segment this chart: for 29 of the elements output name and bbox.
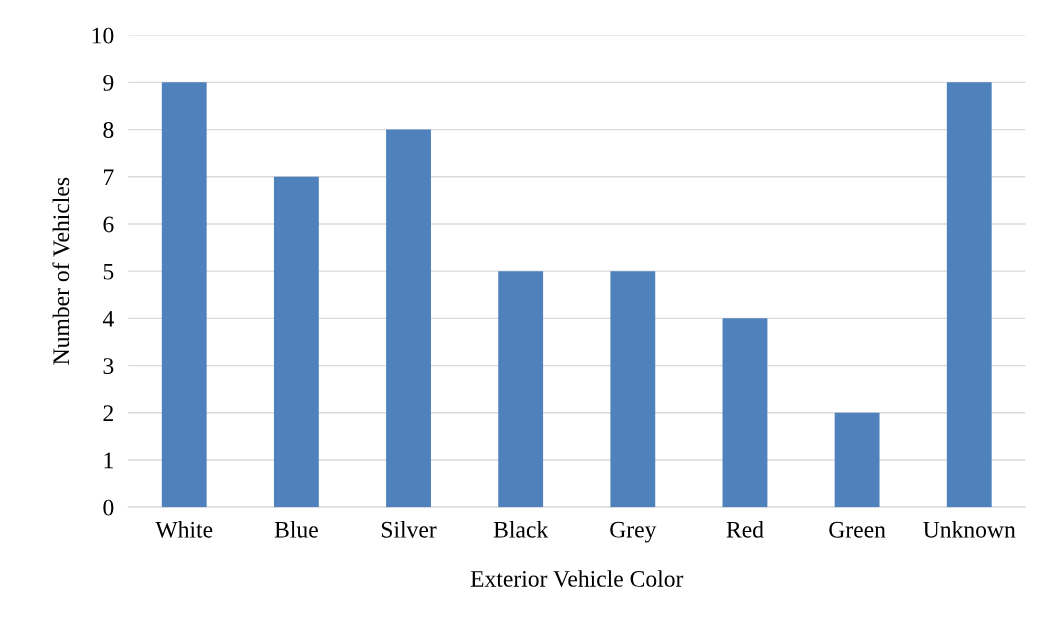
x-tick-label: Unknown: [923, 521, 1016, 538]
bar: [610, 271, 656, 508]
y-axis-title: Number of Vehicles: [52, 177, 70, 365]
y-tick-label: 2: [103, 405, 113, 421]
y-tick-label: 4: [102, 311, 114, 327]
x-tick-label: Grey: [610, 521, 657, 543]
bar: [498, 271, 544, 508]
y-tick-label: 8: [103, 122, 114, 138]
x-tick-label: White: [155, 521, 213, 538]
bar: [273, 176, 319, 508]
y-tick-label: 7: [104, 169, 114, 185]
bar: [722, 318, 768, 508]
x-tick-label: Green: [829, 521, 886, 538]
y-tick-label: 6: [103, 216, 114, 233]
x-tick-label: Silver: [381, 521, 437, 538]
y-tick-label: 0: [103, 499, 114, 516]
bar: [834, 412, 880, 508]
y-tick-label: 3: [103, 358, 114, 374]
y-tick-label: 5: [103, 263, 114, 280]
bar: [386, 129, 431, 508]
x-tick-label: Red: [726, 521, 764, 538]
x-axis-title: Exterior Vehicle Color: [470, 570, 684, 587]
y-tick-label: 9: [103, 74, 114, 91]
x-tick-label: Blue: [274, 521, 318, 538]
bar: [161, 82, 207, 508]
y-tick-label: 10: [92, 27, 114, 44]
bar: [946, 82, 992, 508]
x-tick-label: Black: [493, 521, 549, 538]
y-tick-label: 1: [104, 452, 113, 469]
